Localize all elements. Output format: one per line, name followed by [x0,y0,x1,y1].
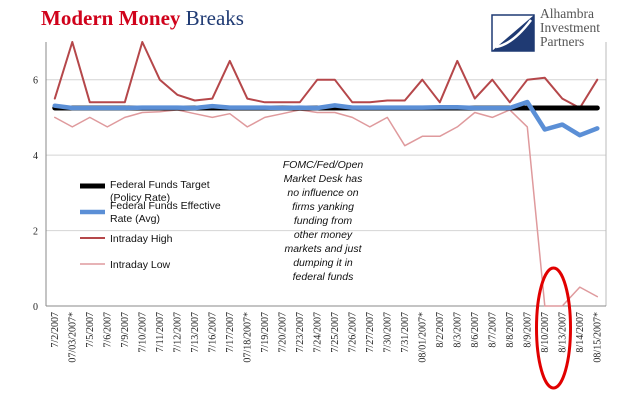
x-tick-label: 8/10/2007 [540,312,551,353]
y-tick-label: 2 [33,227,38,238]
x-tick-label: 7/16/2007 [207,312,218,353]
x-tick-label: 7/9/2007 [120,312,131,348]
x-tick-label: 7/19/2007 [260,312,271,353]
x-tick-label: 08/01/2007* [417,312,428,363]
annotation-line: markets and just [284,243,362,255]
y-tick-label: 4 [33,151,38,162]
x-tick-label: 7/26/2007 [347,312,358,353]
x-tick-label: 7/31/2007 [400,312,411,353]
y-tick-labels: 0 2 4 6 [33,76,38,313]
annotation-line: federal funds [293,271,354,283]
annotation-line: FOMC/Fed/Open [283,159,364,171]
x-tick-label: 7/20/2007 [277,312,288,353]
x-tick-label: 8/14/2007 [575,312,586,353]
x-tick-label: 8/8/2007 [505,312,516,348]
annotation-line: no influence on [287,187,358,199]
x-tick-label: 08/15/2007* [592,312,603,363]
x-tick-label: 7/30/2007 [382,312,393,353]
legend: Federal Funds Target(Policy Rate)Federal… [80,179,221,271]
x-tick-label: 7/17/2007 [225,312,236,353]
title-part-breaks: Breaks [185,6,244,30]
logo-line-1: Alhambra [540,6,594,21]
annotation-line: other money [294,229,353,241]
x-tick-label: 7/2/2007 [50,312,61,348]
logo-line-2: Investment [540,20,600,35]
x-tick-label: 7/5/2007 [85,312,96,348]
x-tick-label: 7/11/2007 [155,312,166,352]
legend-label: Federal Funds Effective [110,200,221,212]
x-tick-label: 8/6/2007 [470,312,481,348]
x-tick-label: 7/13/2007 [190,312,201,353]
legend-label: (Policy Rate) [110,192,170,204]
annotation-line: dumping it in [293,257,353,269]
legend-label: Intraday Low [110,259,171,271]
logo-text: Alhambra Investment Partners [540,7,600,49]
x-tick-label: 7/24/2007 [312,312,323,353]
series-line-intraday-low [54,109,599,307]
x-tick-label: 8/7/2007 [487,312,498,348]
y-tick-label: 6 [33,76,38,87]
annotation-text: FOMC/Fed/Open Market Desk has no influence… [283,159,364,283]
legend-label: Rate (Avg) [110,213,160,225]
x-tick-label: 07/03/2007* [67,312,78,363]
annotation-line: funding from [294,215,353,227]
legend-label: Federal Funds Target [110,179,210,191]
alhambra-logo-icon [491,14,535,52]
chart-title: Modern Money Breaks [41,6,244,31]
x-tick-label: 8/2/2007 [435,312,446,348]
annotation-line: Market Desk has [284,173,364,185]
series-line-effective [52,99,600,138]
x-tick-label: 8/3/2007 [452,312,463,348]
series-line-intraday-high [53,41,599,109]
title-part-modern-money: Modern Money [41,6,181,30]
logo-line-3: Partners [540,34,585,49]
highlight-ellipse [535,266,572,390]
x-tick-label: 07/18/2007* [242,312,253,363]
x-tick-label: 8/13/2007 [557,312,568,353]
series-lines [52,41,600,307]
y-tick-label: 0 [33,302,38,313]
x-tick-label: 8/9/2007 [522,312,533,348]
annotation-line: firms yanking [292,201,354,213]
x-tick-label: 7/12/2007 [172,312,183,353]
x-tick-label: 7/6/2007 [102,312,113,348]
x-tick-label: 7/10/2007 [137,312,148,353]
legend-label: Intraday High [110,233,173,245]
x-tick-labels: 7/2/2007 07/03/2007* 7/5/2007 7/6/2007 7/9/2… [50,312,604,363]
x-tick-label: 7/23/2007 [295,312,306,353]
x-tick-label: 7/25/2007 [330,312,341,353]
x-tick-label: 7/27/2007 [365,312,376,353]
